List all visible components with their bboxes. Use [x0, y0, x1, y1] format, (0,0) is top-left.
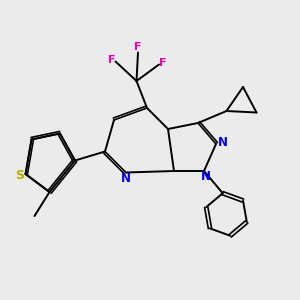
Text: N: N: [200, 170, 211, 183]
Text: N: N: [218, 136, 228, 149]
Text: S: S: [16, 169, 25, 182]
Text: F: F: [134, 42, 142, 52]
Text: F: F: [108, 55, 116, 65]
Text: F: F: [159, 58, 166, 68]
Text: N: N: [120, 172, 130, 185]
